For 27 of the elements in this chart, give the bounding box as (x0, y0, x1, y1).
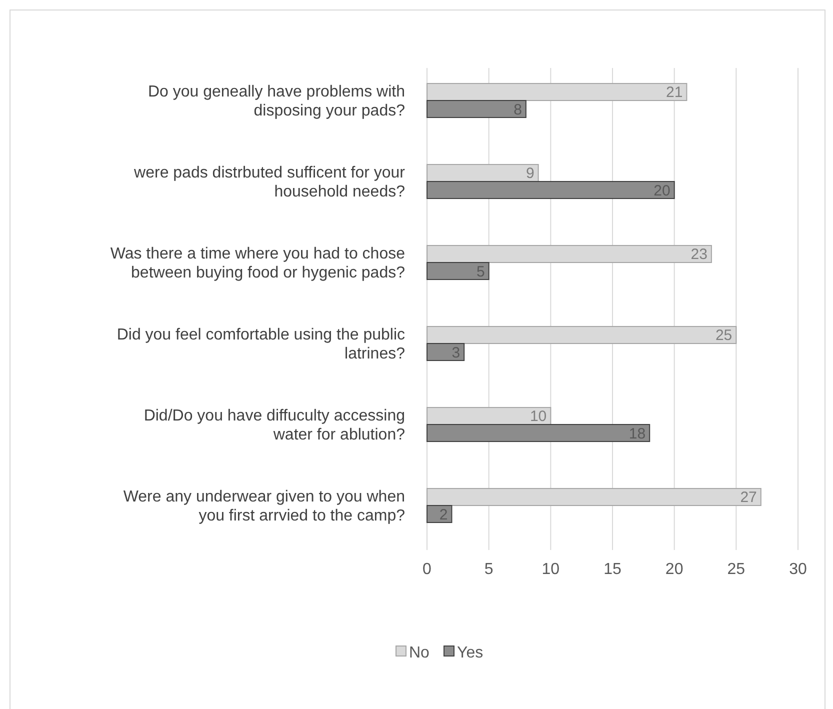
y-tick-label: Did you feel comfortable using the public latrines? (116, 326, 406, 363)
bar (426, 505, 452, 524)
x-tick-label: 20 (665, 561, 684, 578)
x-tick-label: 30 (789, 561, 807, 578)
data-label: 21 (666, 84, 683, 102)
bar (426, 262, 490, 280)
data-label: 25 (715, 327, 732, 344)
y-tick-label: Were any underwear given to you when you first arrvied to the camp? (123, 488, 406, 525)
legend-label: Yes (457, 644, 484, 662)
data-label: 9 (526, 165, 534, 182)
x-tick-label: 0 (422, 561, 432, 578)
y-tick-label: Was there a time where you had to chose between buying food or hygenic pads? (110, 246, 406, 282)
bar (426, 100, 526, 118)
data-label: 27 (740, 489, 757, 506)
x-tick-label: 15 (604, 561, 622, 578)
bar (426, 343, 465, 362)
y-tick-label: were pads distrbuted sufficent for your household needs? (133, 164, 406, 201)
y-tick-label: Did/Do you have diffuculty accessing water for ablution? (144, 408, 406, 444)
x-tick-label: 25 (727, 561, 746, 578)
x-tick-label: 5 (484, 561, 494, 578)
legend-label: No (409, 644, 430, 662)
bar (426, 181, 675, 200)
data-label: 23 (690, 246, 708, 264)
data-label: 10 (530, 408, 547, 426)
y-tick-label: Do you geneally have problems with disposing your pads? (148, 84, 406, 120)
bar (426, 424, 650, 442)
x-tick-label: 10 (542, 561, 560, 578)
